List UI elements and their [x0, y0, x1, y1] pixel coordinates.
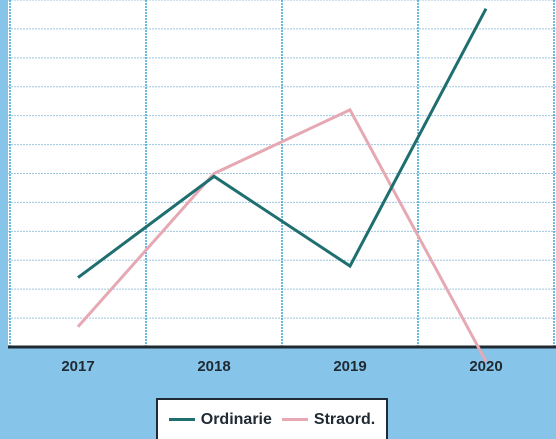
series-lines — [76, 7, 488, 363]
legend-item-straord: Straord. — [281, 410, 376, 429]
series-line-ordinarie — [77, 7, 488, 279]
x-tick-label: 2020 — [469, 358, 502, 375]
series-line-straord — [76, 107, 488, 363]
legend-label-ordinarie: Ordinarie — [200, 410, 272, 428]
vertical-gridlines — [9, 0, 555, 347]
legend-item-ordinarie: Ordinarie — [168, 410, 272, 429]
legend-swatch-ordinarie — [168, 418, 195, 421]
legend-swatch-straord — [281, 418, 308, 421]
x-tick-label: 2019 — [333, 358, 366, 375]
legend: Ordinarie Straord. — [156, 398, 388, 439]
x-tick-label: 2017 — [61, 358, 94, 375]
x-tick-label: 2018 — [197, 358, 230, 375]
legend-label-straord: Straord. — [313, 410, 376, 428]
x-tick-labels: 2017 2018 2019 2020 — [61, 358, 502, 375]
